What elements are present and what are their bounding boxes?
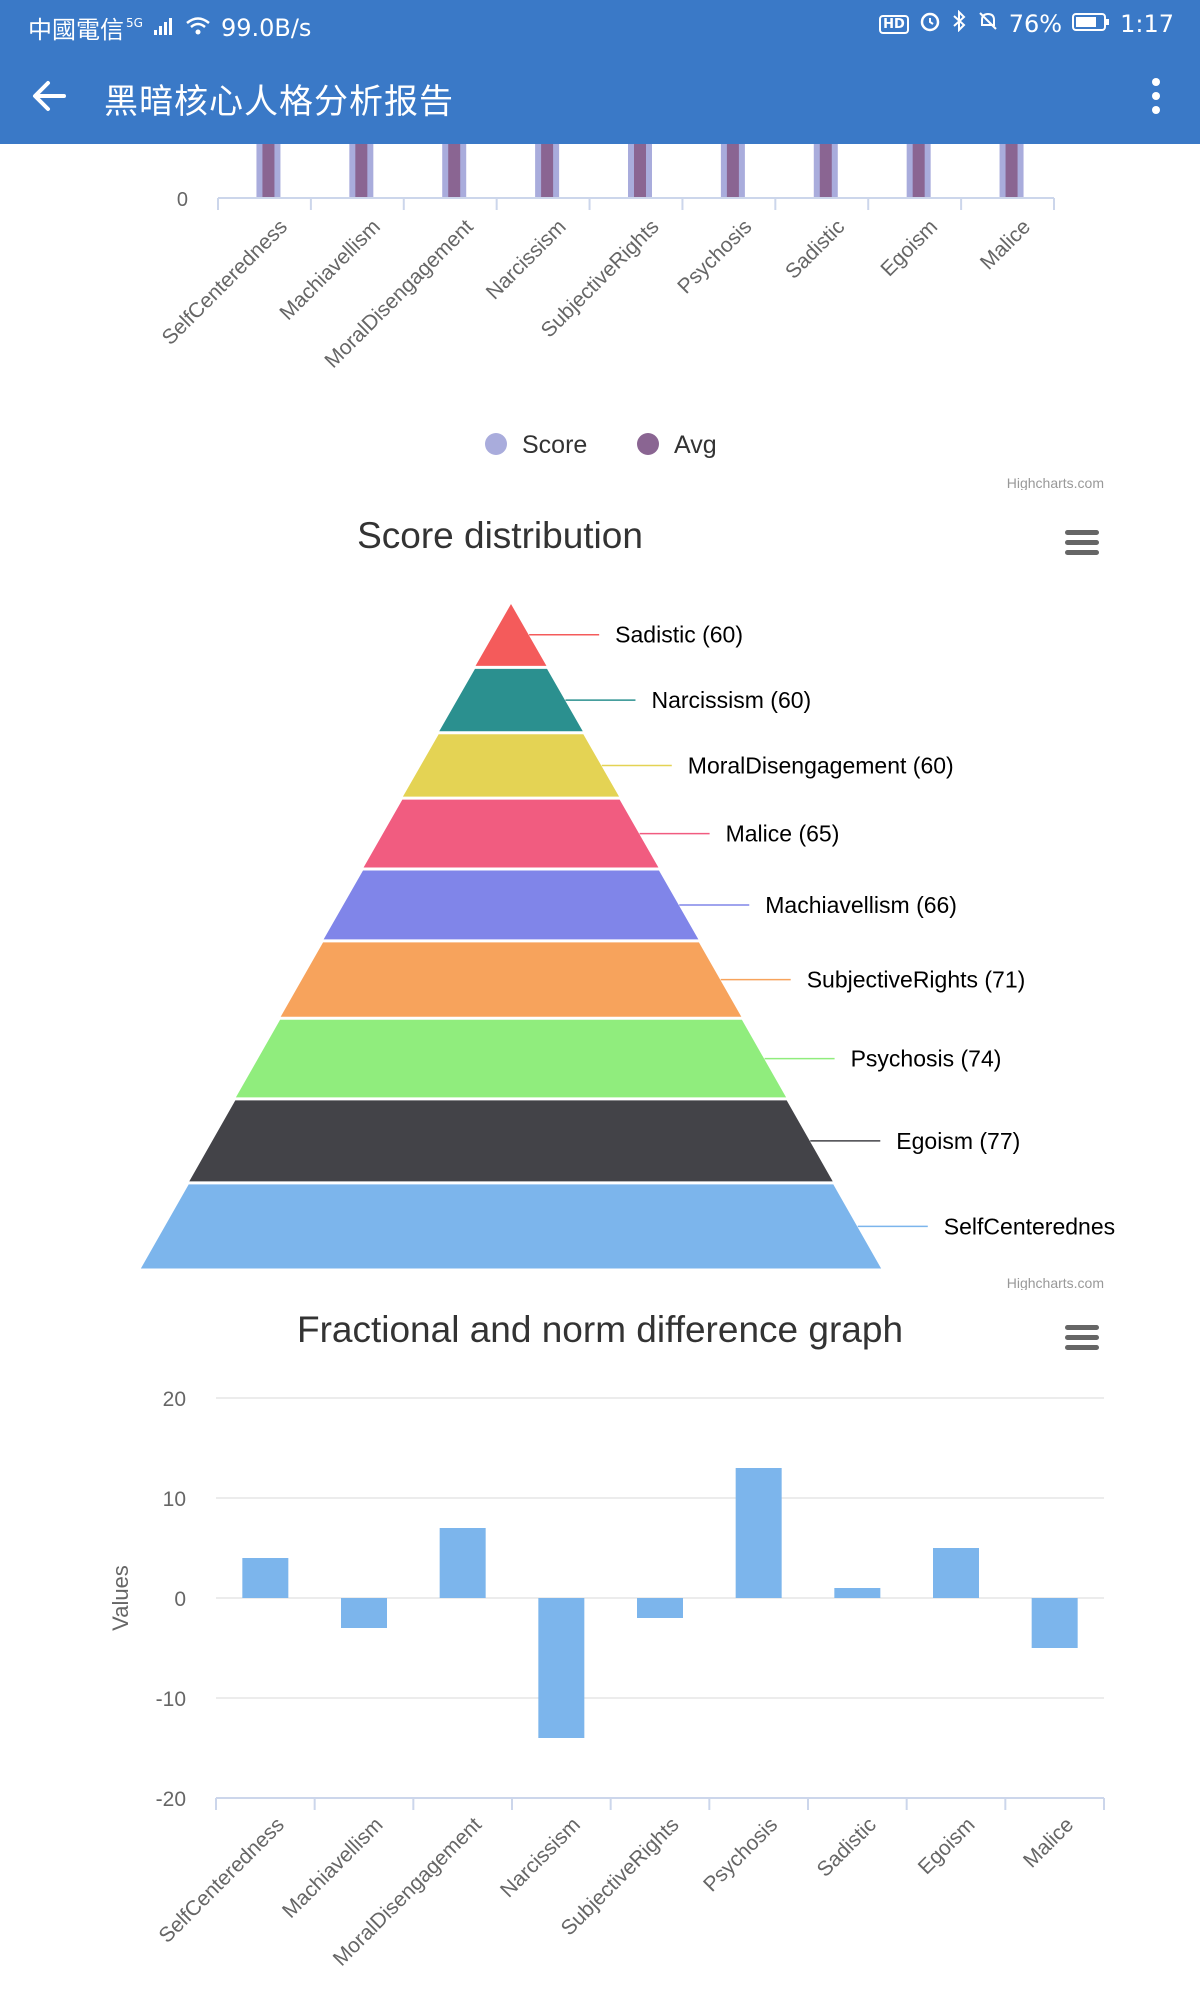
legend-item-score[interactable]: Score (485, 431, 587, 459)
bar-avg[interactable] (262, 144, 275, 198)
data-label: SubjectiveRights (71) (807, 967, 1026, 993)
data-label: Psychosis (74) (851, 1046, 1002, 1072)
difference-chart: Fractional and norm difference graph Val… (0, 1290, 1200, 2000)
y-tick-label: 0 (174, 1588, 186, 1611)
legend-symbol-avg (637, 433, 659, 455)
battery-icon (1072, 10, 1110, 38)
bar-avg[interactable] (1005, 144, 1018, 198)
x-axis-label: Psychosis (673, 215, 756, 298)
pyramid-slice[interactable] (437, 667, 585, 733)
x-axis-label: Egoism (876, 215, 942, 281)
x-axis-label: Sadistic (813, 1813, 881, 1881)
bar[interactable] (1031, 1598, 1078, 1648)
y-tick-label: 0 (177, 189, 188, 211)
chart-title: Fractional and norm difference graph (297, 1309, 903, 1350)
data-label: Narcissism (60) (651, 687, 811, 713)
bar[interactable] (933, 1548, 979, 1598)
network-type: 5G (126, 15, 143, 30)
bar[interactable] (341, 1598, 387, 1628)
data-label: Malice (65) (726, 821, 840, 847)
battery-percent: 76% (1008, 10, 1063, 38)
y-tick-label: -10 (156, 1688, 186, 1711)
arrow-left-icon (33, 81, 66, 111)
y-axis-title: Values (108, 1565, 133, 1631)
x-axis-label: Malice (1019, 1813, 1078, 1872)
mute-icon (977, 10, 999, 38)
pyramid-slice[interactable] (321, 869, 701, 941)
x-axis-label: Machiavellism (278, 1813, 388, 1923)
more-vertical-icon (1152, 78, 1160, 114)
legend-label-avg: Avg (674, 431, 717, 459)
pyramid-slice[interactable] (234, 1018, 788, 1099)
back-button[interactable] (24, 70, 76, 122)
status-bar: 中國電信 5G 99.0B/s HD 76% 1:17 (0, 0, 1200, 48)
bar-avg[interactable] (726, 144, 739, 198)
pyramid-slice[interactable] (139, 1183, 883, 1270)
x-axis-label: SelfCenteredness (155, 1813, 289, 1947)
bluetooth-icon (951, 9, 967, 38)
pyramid-slice[interactable] (278, 941, 744, 1018)
bar-avg[interactable] (355, 144, 368, 198)
bar-avg[interactable] (912, 144, 925, 198)
legend: Score Avg (485, 431, 717, 459)
x-axis-label: Malice (976, 215, 1035, 274)
pyramid-slice[interactable] (187, 1099, 835, 1183)
score-avg-chart-svg: 0 SelfCenterednessMachiavellismMoralDise… (158, 144, 1104, 491)
x-axis-label: Sadistic (781, 215, 849, 283)
bar[interactable] (637, 1598, 683, 1618)
legend-label-score: Score (522, 431, 587, 459)
score-avg-chart: 0 SelfCenteredness Machiavellism MoralDise… (0, 144, 1200, 491)
pyramid-slice[interactable] (401, 733, 621, 798)
x-axis-label: SelfCenteredness (158, 215, 292, 349)
difference-chart-svg: Fractional and norm difference graph Val… (108, 1309, 1105, 1971)
hamburger-icon (1065, 1325, 1099, 1350)
signal-icon (153, 14, 175, 42)
alarm-icon (919, 10, 941, 38)
carrier-label: 中國電信 (28, 16, 124, 44)
hamburger-icon (1065, 530, 1099, 555)
hd-badge: HD (879, 14, 909, 34)
x-axis-label: Egoism (914, 1813, 980, 1879)
bar-avg[interactable] (634, 144, 646, 198)
x-axis-label: Narcissism (482, 215, 571, 304)
wifi-icon (185, 14, 211, 42)
score-distribution-svg: Score distribution Sadistic (60) Narcissi… (139, 515, 1115, 1291)
bar[interactable] (735, 1468, 782, 1598)
bar[interactable] (538, 1598, 585, 1738)
y-tick-label: 20 (163, 1388, 186, 1411)
x-axis-label: Psychosis (699, 1813, 782, 1896)
page-title: 黑暗核心人格分析报告 (104, 82, 454, 122)
app-bar: 黑暗核心人格分析报告 (0, 48, 1200, 144)
bar-avg[interactable] (541, 144, 554, 198)
network-speed: 99.0B/s (220, 13, 312, 42)
chart-context-menu-button[interactable] (1060, 520, 1104, 564)
bar-avg[interactable] (819, 144, 832, 198)
x-axis-label: Narcissism (496, 1813, 585, 1902)
bar[interactable] (834, 1588, 881, 1598)
credits-link[interactable]: Highcharts.com (1007, 1275, 1104, 1291)
clock: 1:17 (1120, 10, 1174, 38)
bar[interactable] (439, 1528, 486, 1598)
legend-symbol-score (485, 433, 507, 455)
data-label: SelfCenterednes (944, 1213, 1115, 1239)
data-label: Egoism (77) (896, 1128, 1020, 1154)
chart-context-menu-button[interactable] (1060, 1314, 1104, 1358)
data-label: Machiavellism (66) (765, 892, 957, 918)
score-distribution-chart: Score distribution Sadistic (60) Narcissi… (0, 490, 1200, 1291)
legend-item-avg[interactable]: Avg (637, 431, 717, 459)
y-tick-label: -20 (156, 1788, 186, 1811)
credits-link[interactable]: Highcharts.com (1007, 475, 1104, 491)
chart-title: Score distribution (357, 515, 643, 556)
y-tick-label: 10 (163, 1488, 186, 1511)
data-label: Sadistic (60) (615, 622, 743, 648)
bar[interactable] (242, 1558, 289, 1598)
pyramid-slice[interactable] (361, 798, 661, 869)
data-label: MoralDisengagement (60) (688, 752, 954, 778)
bar-avg[interactable] (448, 144, 461, 198)
more-options-button[interactable] (1132, 70, 1180, 122)
